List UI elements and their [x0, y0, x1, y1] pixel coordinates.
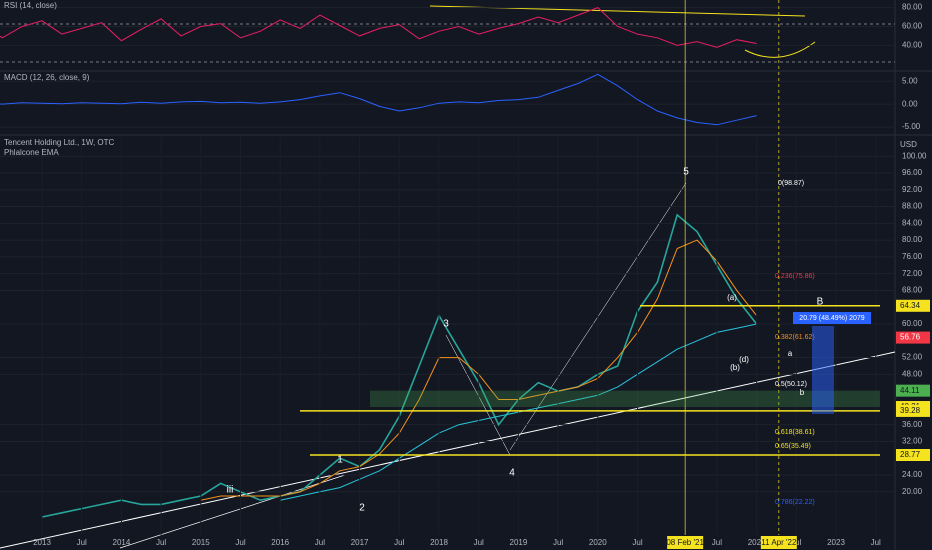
projection-arrow: [744, 41, 816, 58]
currency: USD: [900, 140, 917, 149]
fib-label: 0.382(61.62): [775, 334, 815, 341]
price-tag: [896, 404, 930, 417]
y-tick-label: 32.00: [902, 437, 923, 446]
price-tag-label: 64.34: [900, 301, 921, 310]
y-tick-label: 84.00: [902, 218, 923, 227]
y-tick-label: -5.00: [902, 122, 921, 131]
wave-label: iii: [227, 485, 234, 496]
x-tick-label: Jul: [871, 538, 881, 547]
y-tick-label: 68.00: [902, 286, 923, 295]
y-tick-label: 40.00: [902, 41, 923, 50]
pane-title: RSI (14, close): [4, 1, 57, 10]
x-tick-label: Jul: [712, 538, 722, 547]
price-tag-label: 39.28: [900, 406, 921, 415]
y-tick-label: 80.00: [902, 3, 923, 12]
wave-label: 1: [337, 455, 343, 466]
x-tick-label: 2013: [33, 538, 51, 547]
x-tick-label: Jul: [315, 538, 325, 547]
y-tick-label: 100.00: [902, 151, 927, 160]
series-line: [0, 7, 757, 48]
y-tick-label: 76.00: [902, 252, 923, 261]
wave-label: 3: [443, 319, 449, 330]
measure-box: [793, 312, 871, 324]
trendline: [0, 351, 896, 549]
pane-title: MACD (12, 26, close, 9): [4, 73, 90, 82]
pane: [0, 7, 895, 48]
pane: [0, 73, 895, 128]
price-tag: [896, 299, 930, 312]
y-tick-label: 80.00: [902, 235, 923, 244]
x-tick-label: 2017: [351, 538, 369, 547]
x-tick-label: 2015: [192, 538, 210, 547]
fib-label: 0(98.87): [778, 180, 804, 187]
price-tag: [896, 384, 930, 397]
y-tick-label: 60.00: [902, 319, 923, 328]
y-tick-label: 96.00: [902, 168, 923, 177]
x-tick-label: 2016: [271, 538, 289, 547]
y-tick-label: 24.00: [902, 470, 923, 479]
y-tick-label: 88.00: [902, 202, 923, 211]
x-tick-label: 2019: [510, 538, 528, 547]
x-tick-label: 2014: [113, 538, 131, 547]
time-mark-box: [667, 536, 704, 549]
wave-label: a: [788, 349, 793, 358]
pane-title: Tencent Holding Ltd., 1W, OTC: [4, 138, 114, 147]
y-tick-label: 20.00: [902, 487, 923, 496]
time-mark-label: 08 Feb '21: [666, 538, 704, 547]
x-tick-label: Jul: [156, 538, 166, 547]
y-tick-label: 5.00: [902, 76, 918, 85]
price-tag-label: 56.76: [900, 333, 921, 342]
measure-label: 20.79 (48.49%) 2079: [799, 315, 864, 322]
y-tick-label: 0.00: [902, 99, 918, 108]
wave-line: [445, 334, 511, 456]
fib-label: 0.236(75.86): [775, 273, 815, 280]
trendline: [119, 474, 346, 549]
price-tag: [896, 331, 930, 344]
wave-label: 5: [683, 167, 689, 178]
wave-label: b: [800, 388, 805, 397]
x-tick-label: Jul: [553, 538, 563, 547]
x-tick-label: Jul: [474, 538, 484, 547]
price-tag-label: 44.11: [900, 386, 920, 395]
x-tick-label: Jul: [77, 538, 87, 547]
y-tick-label: 52.00: [902, 353, 923, 362]
time-mark-label: 11 Apr '22: [761, 538, 797, 547]
x-tick-label: 2022: [748, 538, 766, 547]
x-tick-label: 2020: [589, 538, 607, 547]
wave-label: (a): [727, 293, 737, 302]
fib-label: 0.65(35.49): [775, 443, 811, 450]
x-tick-label: Jul: [235, 538, 245, 547]
y-tick-label: 60.00: [902, 22, 923, 31]
x-tick-label: Jul: [394, 538, 404, 547]
measure-fill: [812, 326, 834, 414]
y-tick-label: 36.00: [902, 420, 923, 429]
wave-label: 4: [509, 468, 515, 479]
fib-label: 0.786(22.22): [775, 499, 815, 506]
price-tag: [896, 449, 930, 462]
wave-label: (d): [739, 355, 749, 364]
wave-label: B: [817, 297, 824, 308]
x-tick-label: Jul: [632, 538, 642, 547]
wave-label: 2: [359, 503, 365, 514]
support-zone: [370, 390, 880, 408]
time-mark-box: [760, 536, 797, 549]
price-tag-label: 28.77: [900, 450, 921, 459]
pane: [0, 137, 895, 535]
x-tick-label: 2018: [430, 538, 448, 547]
x-tick-label: 2023: [827, 538, 845, 547]
fib-label: 0.618(38.61): [775, 429, 815, 436]
wave-label: (b): [730, 363, 740, 372]
fib-label: 0.5(50.12): [775, 381, 807, 388]
y-tick-label: 72.00: [902, 269, 923, 278]
y-tick-label: 92.00: [902, 185, 923, 194]
y-tick-label: 48.00: [902, 369, 923, 378]
series-line: [0, 73, 757, 126]
pane-subtitle: Phlalcone EMA: [4, 148, 59, 157]
